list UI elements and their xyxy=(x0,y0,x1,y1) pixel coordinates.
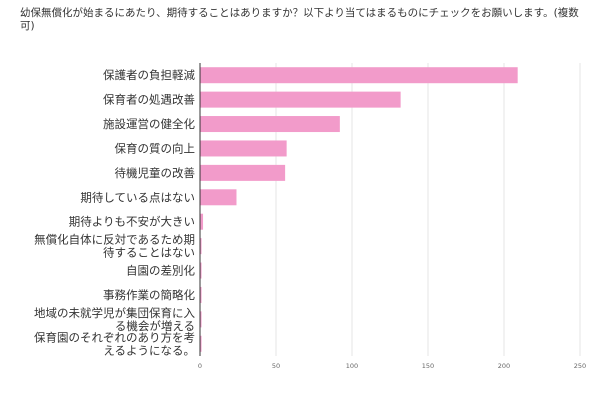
bar xyxy=(200,140,287,157)
category-label: 自園の差別化 xyxy=(126,264,195,278)
category-label: 保育園のそれぞれのあり方を考えるようになる。 xyxy=(34,330,195,357)
category-label-line: 期待よりも不安が大きい xyxy=(69,215,195,229)
category-label-line: 無償化自体に反対であるため期 xyxy=(34,233,195,247)
category-label-line: 待することはない xyxy=(103,246,195,260)
category-label: 施設運営の健全化 xyxy=(103,117,195,131)
category-label-line: 地域の未就学児が集団保育に入 xyxy=(34,306,195,320)
category-label: 事務作業の簡略化 xyxy=(103,288,195,302)
category-label: 保護者の負担軽減 xyxy=(103,68,195,82)
category-label-line: 保育者の処遇改善 xyxy=(103,93,195,107)
x-tick-label: 100 xyxy=(346,362,358,370)
category-label: 期待よりも不安が大きい xyxy=(69,215,195,229)
category-label-line: 事務作業の簡略化 xyxy=(103,288,195,302)
bar xyxy=(200,238,202,255)
bar xyxy=(200,286,202,303)
category-label: 待機児童の改善 xyxy=(115,166,196,180)
category-label-line: る機会が増える xyxy=(115,319,195,333)
category-labels: 保護者の負担軽減保育者の処遇改善施設運営の健全化保育の質の向上待機児童の改善期待… xyxy=(34,68,195,357)
bar xyxy=(200,262,202,279)
x-tick-label: 0 xyxy=(198,362,202,370)
bar xyxy=(200,67,518,84)
category-label-line: えるようになる。 xyxy=(103,343,195,357)
x-tick-label: 150 xyxy=(422,362,434,370)
bar xyxy=(200,311,202,328)
bar xyxy=(200,116,340,133)
category-label: 無償化自体に反対であるため期待することはない xyxy=(34,233,195,260)
bar xyxy=(200,189,237,206)
bar xyxy=(200,213,204,230)
x-tick-label: 200 xyxy=(498,362,510,370)
category-label-line: 保育の質の向上 xyxy=(115,141,196,155)
category-label: 保育者の処遇改善 xyxy=(103,93,195,107)
category-label: 地域の未就学児が集団保育に入る機会が増える xyxy=(34,306,195,333)
chart-title: 幼保無償化が始まるにあたり、期待することはありますか？以下より当てはまるものにチ… xyxy=(20,7,579,32)
category-label-line: 自園の差別化 xyxy=(126,264,195,278)
bar xyxy=(200,91,401,108)
category-label-line: 施設運営の健全化 xyxy=(103,117,195,131)
category-label-line: 保護者の負担軽減 xyxy=(103,68,195,82)
bars xyxy=(200,67,518,352)
x-tick-label: 250 xyxy=(574,362,586,370)
x-tick-label: 50 xyxy=(272,362,280,370)
category-label-line: 期待している点はない xyxy=(80,190,195,204)
bar xyxy=(200,335,202,352)
x-tick-labels: 0 50 100 150 200 250 xyxy=(198,362,586,370)
category-label-line: 待機児童の改善 xyxy=(115,166,196,180)
gridlines xyxy=(275,63,581,356)
bar xyxy=(200,164,286,181)
category-label: 保育の質の向上 xyxy=(115,141,196,155)
category-label-line: 保育園のそれぞれのあり方を考 xyxy=(34,330,195,344)
category-label: 期待している点はない xyxy=(80,190,195,204)
